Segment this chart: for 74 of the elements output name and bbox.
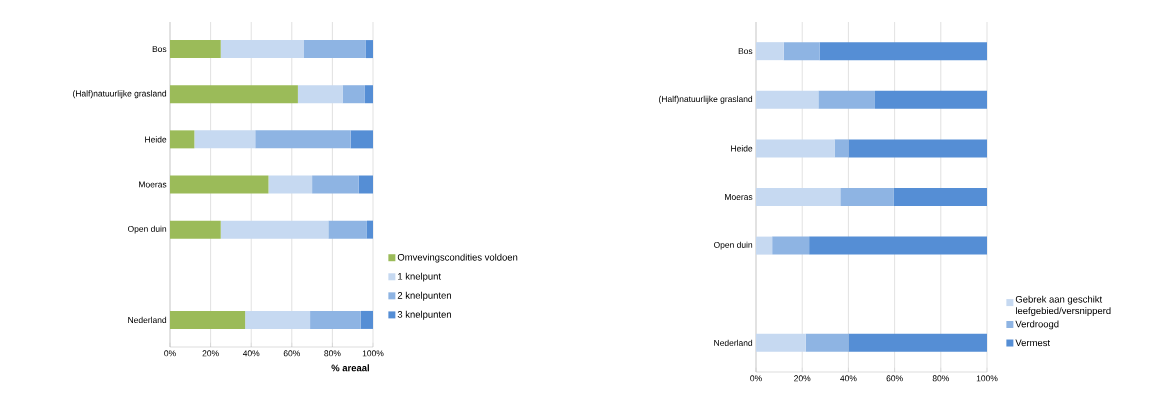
bar	[756, 42, 784, 61]
bar	[819, 42, 988, 61]
legend-label: Omvevingscondities voldoen	[397, 253, 518, 263]
bar	[170, 310, 246, 329]
y-tick-label: Bos	[738, 48, 753, 55]
y-tick-label: Nederland	[128, 316, 167, 324]
bar	[848, 333, 988, 352]
y-tick-label: Moeras	[725, 194, 753, 200]
bar	[170, 220, 221, 239]
x-tick-label: 40%	[840, 375, 857, 382]
bar	[364, 85, 373, 104]
legend-label: 2 knelpunten	[397, 291, 451, 301]
x-tick-label: 0%	[750, 375, 762, 382]
x-tick-label: 20%	[794, 375, 811, 382]
bar	[255, 130, 351, 149]
y-tick-label: Open duin	[713, 241, 753, 250]
y-tick-label: Heide	[731, 145, 753, 152]
bar	[783, 42, 820, 61]
bar	[358, 175, 373, 194]
x-tick-label: 0%	[164, 350, 176, 357]
x-tick-label: 20%	[202, 350, 219, 357]
y-tick-label: Nederland	[714, 339, 753, 346]
y-tick-label: (Half)natuurlijke grasland	[73, 90, 167, 99]
bar	[297, 85, 343, 104]
bar	[310, 310, 361, 329]
bar	[350, 130, 373, 149]
bar	[756, 236, 773, 255]
legend-label: Gebrek aan geschikt leefgebied/versnipperd	[1015, 295, 1111, 316]
bar	[360, 310, 373, 329]
y-tick-label: Open duin	[127, 225, 167, 234]
bar	[170, 130, 195, 149]
legend-label: Verdroogd	[1015, 320, 1059, 330]
bar	[268, 175, 313, 194]
bar	[245, 310, 311, 329]
bar	[874, 90, 988, 109]
bar	[756, 139, 835, 158]
x-tick-label: 40%	[242, 350, 260, 357]
legend-label: 1 knelpunt	[398, 272, 441, 282]
bar	[756, 333, 806, 352]
bar	[220, 40, 304, 59]
x-tick-label: 80%	[932, 375, 949, 382]
x-axis-title: % areaal	[331, 364, 369, 372]
bar	[170, 40, 221, 59]
y-tick-label: Moeras	[139, 181, 167, 188]
bar	[818, 90, 875, 109]
bar	[805, 333, 849, 352]
bar	[756, 188, 841, 206]
bar	[366, 220, 373, 239]
x-tick-label: 100%	[976, 375, 998, 382]
y-tick-label: (Half)natuurlijke grasland	[659, 95, 753, 104]
x-tick-label: 100%	[362, 350, 384, 357]
bar	[756, 90, 819, 109]
bar	[365, 40, 373, 59]
y-tick-label: Heide	[145, 136, 167, 143]
bar	[834, 139, 849, 158]
y-tick-label: Bos	[152, 46, 167, 53]
bar	[312, 175, 359, 194]
bar	[194, 130, 256, 149]
legend-label: 3 knelpunten	[397, 310, 451, 320]
x-tick-label: 80%	[324, 350, 341, 357]
bar	[772, 236, 810, 255]
bar	[342, 85, 365, 104]
bar	[848, 139, 988, 158]
bar	[303, 40, 366, 59]
bar	[220, 220, 329, 239]
bar	[840, 188, 894, 206]
legend-label: Vermest	[1015, 339, 1051, 347]
bar	[893, 188, 988, 206]
x-tick-label: 60%	[283, 350, 300, 357]
x-tick-label: 60%	[886, 375, 903, 382]
bar	[170, 85, 298, 104]
bar	[170, 175, 269, 194]
bar	[809, 236, 988, 255]
bar	[328, 220, 367, 239]
